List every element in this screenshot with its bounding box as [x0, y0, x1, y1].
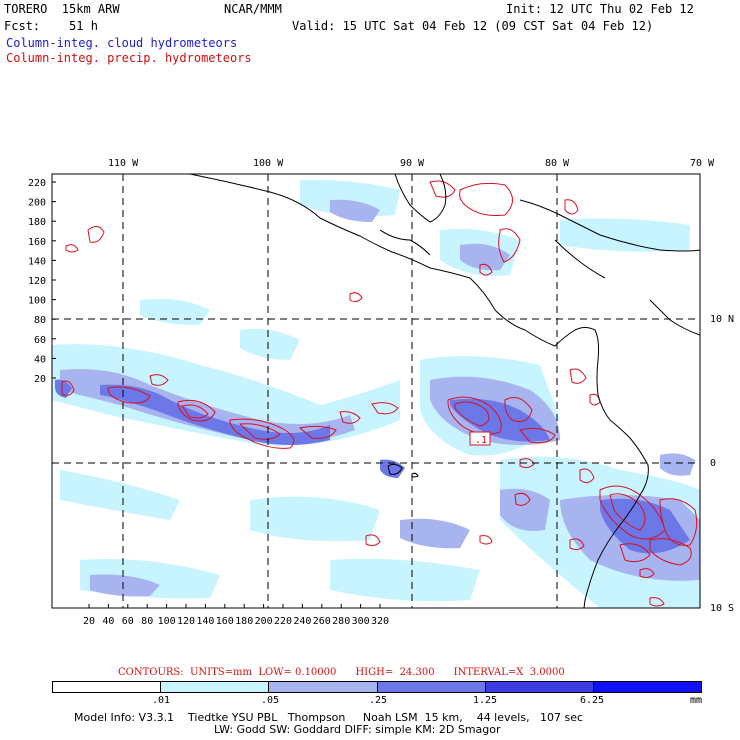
colorbar-bin-2: [269, 682, 378, 692]
graticule: [52, 174, 700, 608]
x-tick-label: 200: [255, 616, 273, 627]
x-tick-label: 240: [293, 616, 311, 627]
x-tick-label: 60: [122, 616, 134, 627]
y-tick-label: 200: [28, 198, 46, 209]
model-info-line1: Model Info: V3.3.1 Tiedtke YSU PBL Thomp…: [74, 711, 584, 724]
valid-time: Valid: 15 UTC Sat 04 Feb 12 (09 CST Sat …: [292, 19, 654, 33]
y-tick-label: 80: [34, 315, 46, 326]
y-tick-label: 220: [28, 178, 46, 189]
lat-label-10n: 10 N: [710, 314, 734, 325]
precip-contours: [61, 180, 698, 607]
y-tick-label: 40: [34, 354, 46, 365]
y-tick-label: 20: [34, 374, 46, 385]
lon-label-110w: 110 W: [108, 158, 139, 169]
model-info-line2: LW: Godd SW: Goddard DIFF: simple KM: 2D…: [214, 723, 501, 736]
colorbar-bin-3: [377, 682, 486, 692]
x-tick-label: 300: [352, 616, 370, 627]
colorbar-bin-1: [161, 682, 270, 692]
model-title: TORERO 15km ARW: [4, 2, 120, 16]
map-frame: [51, 173, 701, 609]
init-time: Init: 12 UTC Thu 02 Feb 12: [506, 2, 694, 16]
x-tick-label: 260: [313, 616, 331, 627]
colorbar-bin-4: [485, 682, 594, 692]
y-tick-label: 100: [28, 296, 46, 307]
x-tick-label: 180: [235, 616, 253, 627]
lon-label-80w: 80 W: [545, 158, 570, 169]
colorbar-label-1: .05: [261, 695, 280, 706]
colorbar: [52, 681, 702, 693]
colorbar-label-3: 1.25: [473, 695, 498, 706]
lat-label-0: 0: [710, 458, 716, 469]
y-tick-label: 120: [28, 276, 46, 287]
contour-info: CONTOURS: UNITS=mm LOW= 0.10000 HIGH= 24…: [118, 667, 565, 678]
coastlines: [189, 174, 700, 608]
x-tick-label: 40: [102, 616, 114, 627]
field-precip-label: Column-integ. precip. hydrometeors: [6, 51, 252, 65]
lon-label-90w: 90 W: [400, 158, 425, 169]
x-tick-label: 280: [332, 616, 350, 627]
lon-label-70w: 70 W: [690, 158, 715, 169]
x-tick-label: 320: [371, 616, 389, 627]
x-tick-label: 140: [196, 616, 214, 627]
x-tick-label: 20: [83, 616, 95, 627]
colorbar-bin-5: [593, 682, 702, 692]
x-tick-label: 160: [216, 616, 234, 627]
lat-label-10s: 10 S: [710, 603, 734, 614]
colorbar-unit: mm: [690, 695, 703, 706]
y-tick-label: 140: [28, 256, 46, 267]
x-tick-label: 120: [177, 616, 195, 627]
colorbar-bin-0: [53, 682, 162, 692]
lon-label-100w: 100 W: [253, 158, 284, 169]
colorbar-label-4: 6.25: [580, 695, 605, 706]
colorbar-label-0: .01: [152, 695, 171, 706]
y-tick-label: 60: [34, 335, 46, 346]
field-cloud-label: Column-integ. cloud hydrometeors: [6, 36, 238, 50]
x-tick-label: 220: [274, 616, 292, 627]
y-tick-label: 180: [28, 217, 46, 228]
x-tick-label: 100: [158, 616, 176, 627]
x-tick-label: 80: [141, 616, 153, 627]
colorbar-label-2: .25: [369, 695, 388, 706]
y-tick-label: 160: [28, 237, 46, 248]
org-label: NCAR/MMM: [224, 2, 282, 16]
forecast-hour: Fcst: 51 h: [4, 19, 98, 33]
contour-annotation: .1: [475, 435, 487, 446]
